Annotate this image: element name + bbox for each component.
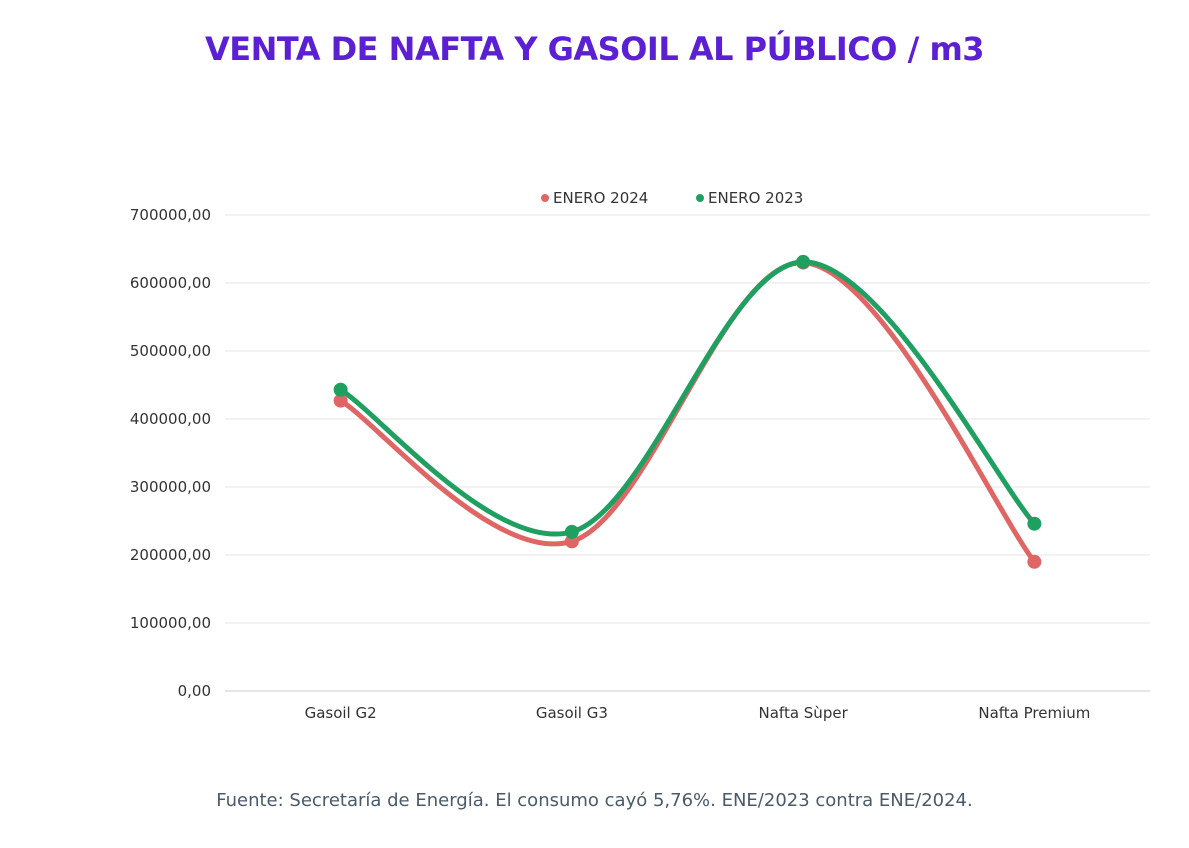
y-tick-label: 700000,00 (130, 206, 211, 224)
legend-label: ENERO 2024 (553, 189, 648, 207)
legend-marker (696, 194, 704, 202)
y-tick-label: 100000,00 (130, 614, 211, 632)
y-tick-label: 500000,00 (130, 342, 211, 360)
data-point-series-2 (796, 254, 811, 269)
series-line-1 (338, 260, 1037, 565)
x-tick-label: Gasoil G2 (305, 704, 377, 722)
y-tick-label: 300000,00 (130, 478, 211, 496)
data-point-series-2 (1027, 516, 1042, 531)
legend-marker (541, 194, 549, 202)
y-tick-label: 0,00 (178, 682, 211, 700)
data-point-series-2 (564, 524, 579, 539)
chart-title: VENTA DE NAFTA Y GASOIL AL PÚBLICO / m3 (204, 30, 985, 68)
data-point-series-2 (333, 382, 348, 397)
data-point-series-1 (1027, 554, 1042, 569)
data-point-series-1 (333, 393, 348, 408)
series-line-2 (338, 259, 1037, 537)
y-tick-label: 600000,00 (130, 274, 211, 292)
y-tick-label: 200000,00 (130, 546, 211, 564)
y-tick-label: 400000,00 (130, 410, 211, 428)
x-tick-label: Gasoil G3 (536, 704, 608, 722)
legend-label: ENERO 2023 (708, 189, 803, 207)
x-tick-label: Nafta Sùper (759, 704, 849, 722)
source-note: Fuente: Secretaría de Energía. El consum… (216, 790, 973, 811)
x-tick-label: Nafta Premium (978, 704, 1090, 722)
